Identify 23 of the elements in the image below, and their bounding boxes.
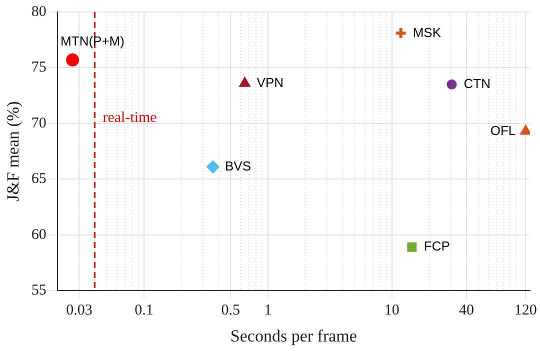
x-axis-title: Seconds per frame bbox=[230, 326, 357, 346]
y-tick-label: 60 bbox=[31, 226, 46, 243]
y-tick-label: 80 bbox=[31, 4, 46, 20]
series-label: OFL bbox=[490, 122, 516, 138]
x-tick-label: 0.03 bbox=[66, 302, 92, 319]
series-label: CTN bbox=[464, 76, 490, 92]
x-tick-label: 0.1 bbox=[134, 302, 154, 319]
series-label: VPN bbox=[256, 74, 284, 90]
x-tick-label: 40 bbox=[459, 302, 474, 319]
x-tick-label: 10 bbox=[384, 302, 400, 319]
x-tick-label: 1 bbox=[264, 302, 272, 319]
series-label: MTN(P+M) bbox=[60, 33, 124, 48]
series-label: MSK bbox=[412, 24, 442, 40]
y-tick-label: 70 bbox=[31, 115, 46, 132]
series-label: BVS bbox=[224, 158, 252, 174]
y-tick-label: 65 bbox=[31, 171, 46, 188]
series-label: FCP bbox=[424, 238, 450, 254]
x-tick-label: 0.5 bbox=[221, 302, 240, 319]
ref-line-label: real-time bbox=[102, 110, 158, 126]
y-tick-label: 55 bbox=[31, 282, 46, 299]
y-tick-label: 75 bbox=[31, 60, 46, 76]
x-tick-label: 120 bbox=[514, 302, 537, 319]
y-axis-title: J&F mean (%) bbox=[4, 101, 23, 202]
